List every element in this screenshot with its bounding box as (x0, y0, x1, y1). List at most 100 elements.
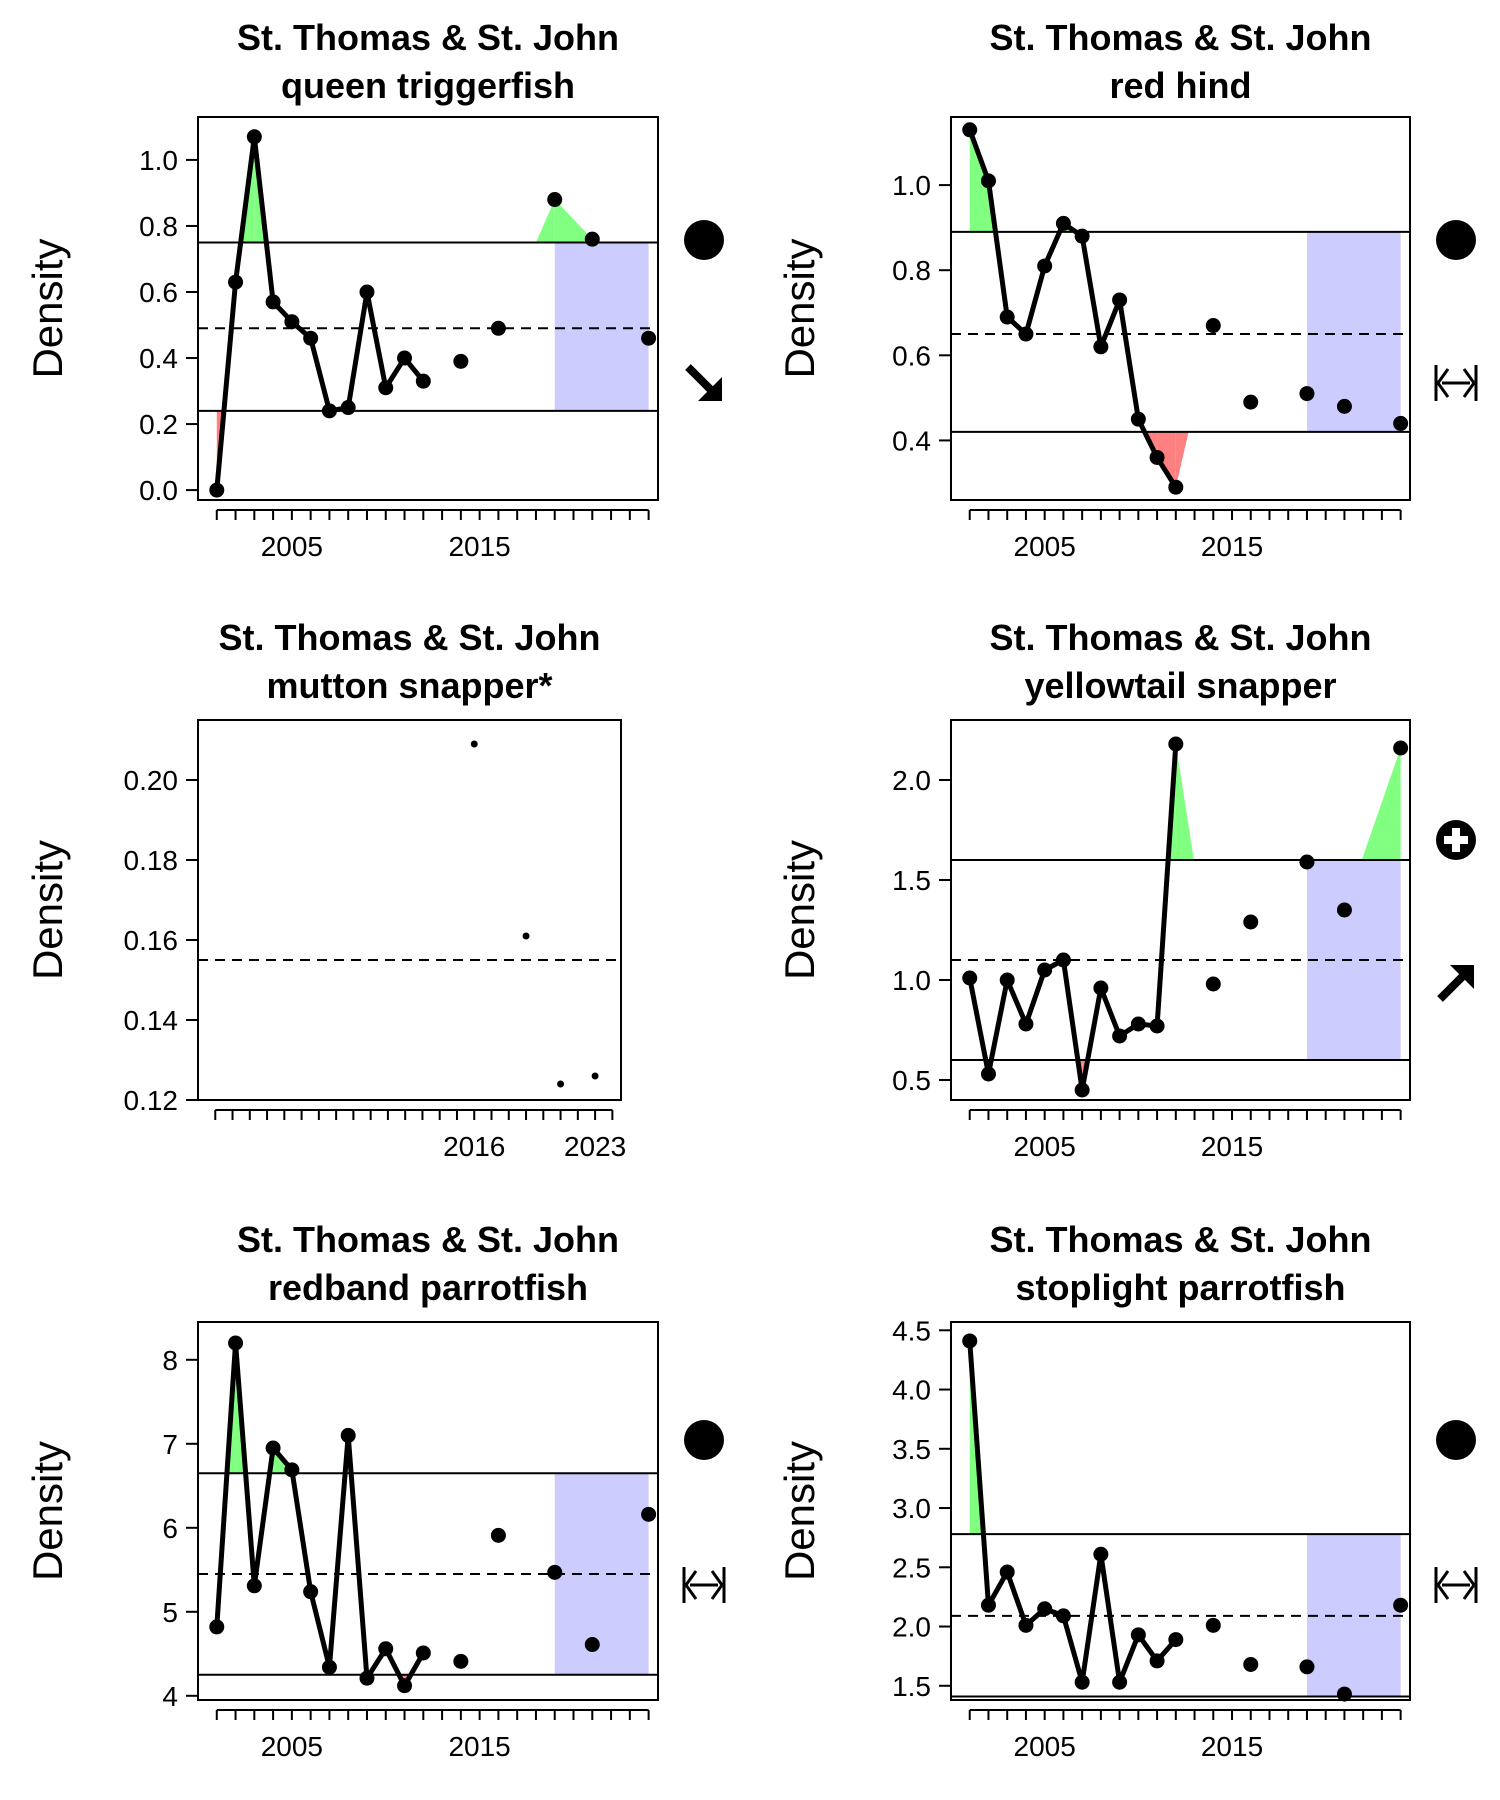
recent-window-shade (554, 1473, 649, 1675)
y-tick-label: 0.6 (139, 277, 178, 308)
y-tick-label: 4 (162, 1681, 178, 1712)
data-point (1093, 980, 1109, 996)
x-tick-label: 2005 (1014, 531, 1076, 562)
plot-area (951, 128, 1410, 489)
data-point (246, 129, 262, 145)
status-dot (1436, 1420, 1476, 1460)
data-point (340, 1427, 356, 1443)
status-dot (684, 220, 724, 260)
data-point (1336, 1686, 1352, 1702)
arrow-head (698, 377, 722, 401)
data-point (1149, 449, 1165, 465)
arrow-head-left (1436, 1570, 1450, 1600)
y-tick-label: 0.18 (124, 845, 179, 876)
y-axis-label: Density (24, 840, 71, 980)
circle-plus-icon (1436, 820, 1476, 860)
y-tick-label: 0.6 (892, 340, 931, 371)
data-point (584, 1637, 600, 1653)
data-point (284, 1462, 300, 1478)
arrow-head-left (684, 1570, 698, 1600)
chart-title: St. Thomas & St. John (989, 617, 1371, 658)
chart-title: St. Thomas & St. John (218, 617, 600, 658)
data-point (453, 353, 469, 369)
data-point (962, 122, 978, 138)
data-point (1037, 1601, 1053, 1617)
data-point (340, 400, 356, 416)
data-point (999, 309, 1015, 325)
arrow-head-right (710, 1570, 724, 1600)
x-tick-label: 2005 (1014, 1731, 1076, 1762)
y-tick-label: 3.5 (892, 1434, 931, 1465)
data-point (1149, 1653, 1165, 1669)
data-point (246, 1578, 262, 1594)
data-point (321, 403, 337, 419)
recent-window-shade (1306, 231, 1401, 432)
data-point (1130, 411, 1146, 427)
x-tick-label: 2005 (1014, 1131, 1076, 1162)
y-axis-label: Density (24, 238, 71, 378)
x-tick-label: 2015 (1201, 531, 1263, 562)
data-point (397, 350, 413, 366)
data-point (1074, 1082, 1090, 1098)
plot-area (951, 743, 1410, 1093)
data-point (1055, 952, 1071, 968)
data-point (999, 972, 1015, 988)
x-tick-label: 2015 (1201, 1731, 1263, 1762)
above-threshold-fill (969, 129, 989, 232)
data-point (303, 1584, 319, 1600)
y-tick-label: 2.0 (892, 765, 931, 796)
chart-title: St. Thomas & St. John (989, 1219, 1371, 1260)
y-tick-label: 4.0 (892, 1375, 931, 1406)
below-threshold-fill (1157, 431, 1176, 488)
data-point (1393, 415, 1409, 431)
filled-circle-icon (684, 220, 724, 260)
filled-circle-icon (1436, 1420, 1476, 1460)
y-tick-label: 0.8 (892, 255, 931, 286)
y-tick-label: 1.0 (139, 145, 178, 176)
chart-subtitle: redband parrotfish (268, 1267, 588, 1308)
data-point (1055, 215, 1071, 231)
data-point (1299, 386, 1315, 402)
chart-title: St. Thomas & St. John (237, 17, 619, 58)
y-tick-label: 0.4 (892, 425, 931, 456)
y-tick-label: 0.4 (139, 343, 178, 374)
data-point (1112, 292, 1128, 308)
above-threshold-fill (535, 199, 555, 243)
plot-frame (950, 1321, 1411, 1701)
y-tick-label: 0.5 (892, 1065, 931, 1096)
data-point (1205, 318, 1221, 334)
data-point (1018, 1016, 1034, 1032)
data-point (1074, 1674, 1090, 1690)
above-threshold-fill (1361, 748, 1401, 860)
y-tick-label: 5 (162, 1597, 178, 1628)
data-point (228, 274, 244, 290)
recent-window-shade (1306, 1534, 1401, 1697)
status-dot (684, 1420, 724, 1460)
data-point (378, 1641, 394, 1657)
y-axis-label: Density (776, 1441, 823, 1581)
y-tick-label: 6 (162, 1513, 178, 1544)
data-point (378, 380, 394, 396)
chart-panel: St. Thomas & St. John mutton snapper* Dens… (24, 617, 626, 1162)
arrow-head-left (1436, 368, 1450, 398)
filled-circle-icon (684, 1420, 724, 1460)
data-point (359, 1670, 375, 1686)
chart-subtitle: queen triggerfish (281, 65, 575, 106)
data-point (962, 970, 978, 986)
data-point (1393, 740, 1409, 756)
arrow-head-right (1462, 368, 1476, 398)
chart-panel: St. Thomas & St. John redband parrotfish D… (24, 1219, 726, 1762)
plot-frame (197, 1321, 659, 1701)
data-point (303, 330, 319, 346)
data-point (1168, 736, 1184, 752)
y-tick-label: 0.12 (124, 1085, 179, 1116)
x-tick-label: 2015 (448, 1731, 510, 1762)
x-tick-label: 2023 (564, 1131, 626, 1162)
data-point (591, 1072, 599, 1080)
y-tick-label: 0.16 (124, 925, 179, 956)
y-tick-label: 3.0 (892, 1493, 931, 1524)
chart-subtitle: stoplight parrotfish (1016, 1267, 1346, 1308)
y-tick-label: 0.8 (139, 211, 178, 242)
chart-panel: St. Thomas & St. John stoplight parrotfis… (776, 1219, 1478, 1762)
